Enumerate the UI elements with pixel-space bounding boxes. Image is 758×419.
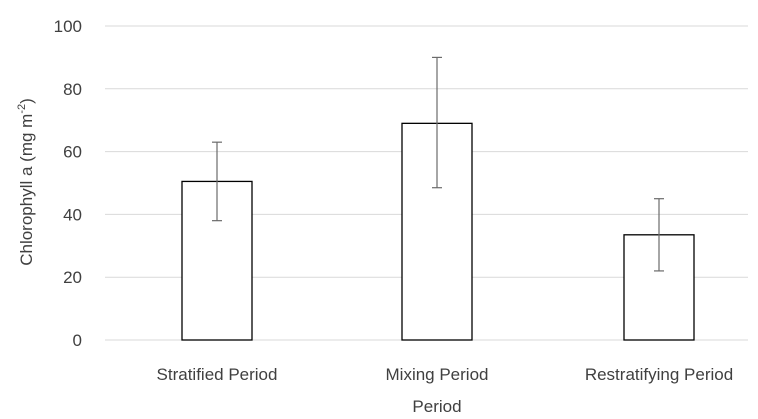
- error-bar: [432, 56, 442, 189]
- y-axis-title: Chlorophyll a (mg m-2): [16, 98, 36, 266]
- error-bar: [212, 141, 222, 222]
- y-tick-label: 80: [63, 80, 82, 99]
- bars: [181, 122, 695, 341]
- y-axis-title-superscript: -2: [16, 104, 28, 114]
- y-tick-label: 20: [63, 268, 82, 287]
- y-tick-label: 0: [73, 331, 82, 350]
- y-tick-label: 100: [54, 17, 82, 36]
- error-bar: [654, 198, 664, 272]
- error-bars: [212, 56, 664, 272]
- y-tick-label: 60: [63, 143, 82, 162]
- x-category-label: Restratifying Period: [585, 365, 733, 384]
- x-axis-title: Period: [412, 397, 461, 416]
- x-category-label: Stratified Period: [157, 365, 278, 384]
- y-axis-title-end: ): [17, 98, 36, 104]
- y-axis-ticks: 0 20 40 60 80 100: [54, 17, 82, 350]
- x-category-label: Mixing Period: [386, 365, 489, 384]
- x-axis-categories: Stratified Period Mixing Period Restratify…: [157, 365, 734, 384]
- y-tick-label: 40: [63, 205, 82, 224]
- y-axis-title-main: Chlorophyll a (mg m: [17, 114, 36, 266]
